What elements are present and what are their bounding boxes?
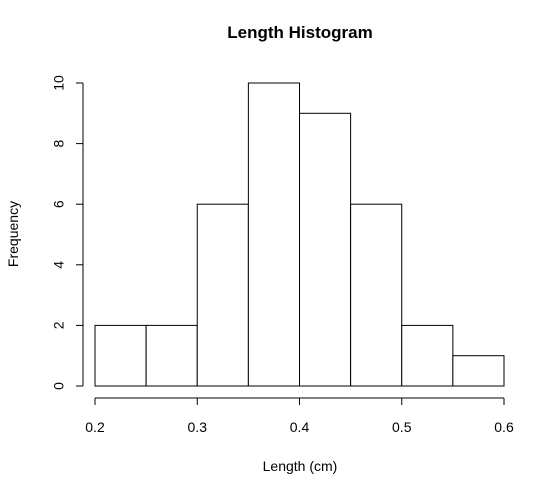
y-axis: 0 2 4 6 8 10 — [51, 75, 84, 390]
histogram-bar-0 — [94, 324, 147, 387]
bars-group — [94, 82, 505, 387]
x-tick-label: 0.5 — [392, 419, 412, 435]
x-axis: 0.2 0.3 0.4 0.5 0.6 — [85, 397, 514, 435]
x-tick-label: 0.3 — [188, 419, 208, 435]
y-tick-label: 4 — [51, 261, 67, 269]
histogram-bar-7 — [452, 355, 505, 387]
y-tick-label: 0 — [51, 382, 67, 390]
x-axis-label: Length (cm) — [263, 458, 338, 474]
histogram-bar-3 — [247, 82, 300, 387]
y-tick-label: 2 — [51, 321, 67, 329]
histogram-bar-4 — [299, 112, 352, 387]
y-tick-label: 6 — [51, 200, 67, 208]
x-tick-label: 0.6 — [494, 419, 514, 435]
y-axis-label: Frequency — [5, 201, 21, 267]
y-tick-label: 8 — [51, 139, 67, 147]
x-tick-label: 0.4 — [290, 419, 310, 435]
histogram-bar-6 — [401, 324, 454, 387]
x-tick-label: 0.2 — [85, 419, 105, 435]
histogram-bar-2 — [196, 203, 249, 387]
chart-title: Length Histogram — [227, 23, 372, 42]
histogram-bar-1 — [145, 324, 198, 387]
histogram-bar-5 — [350, 203, 403, 387]
y-tick-label: 10 — [51, 75, 67, 91]
